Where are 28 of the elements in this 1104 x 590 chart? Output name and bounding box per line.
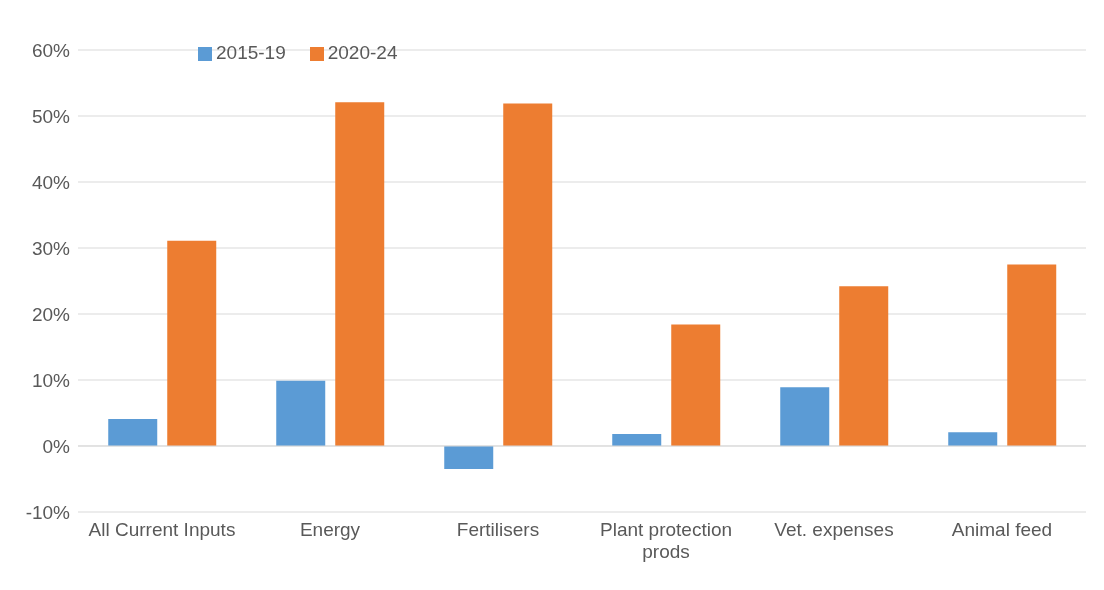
x-tick-label: All Current Inputs [88, 519, 236, 540]
y-tick-label: 0% [42, 435, 71, 457]
y-tick-label: 10% [31, 369, 71, 391]
y-tick-label: 60% [31, 39, 71, 61]
legend-label: 2015-19 [216, 42, 286, 63]
bar [612, 434, 662, 446]
bar [948, 432, 998, 446]
bar [444, 446, 494, 470]
bar [780, 387, 830, 446]
legend-label: 2020-24 [327, 42, 398, 63]
bar [276, 380, 326, 446]
y-tick-label: 40% [31, 171, 71, 193]
x-tick-label: Energy [299, 519, 361, 540]
y-tick-label: 50% [31, 105, 71, 127]
bar [671, 324, 721, 446]
bar [1007, 264, 1057, 446]
x-tick-label: Vet. expenses [774, 519, 894, 540]
y-tick-label: 20% [31, 303, 71, 325]
y-tick-label: 30% [31, 237, 71, 259]
bar [503, 103, 553, 446]
bar [108, 418, 158, 446]
x-tick-label: Fertilisers [456, 519, 540, 540]
x-tick-label: Plant protection prods [599, 519, 733, 562]
y-tick-label: -10% [25, 501, 71, 523]
bar [335, 102, 385, 446]
x-tick-label: Animal feed [951, 519, 1053, 540]
bar [839, 286, 889, 446]
bar [167, 240, 217, 446]
